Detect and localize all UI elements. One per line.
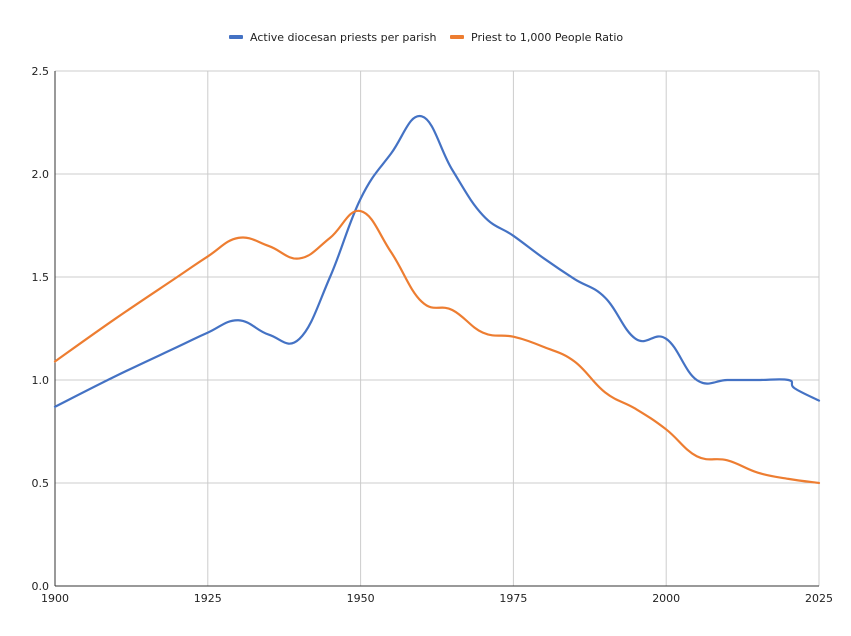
x-tick-label: 2000 bbox=[652, 592, 680, 605]
legend-label-active-diocesan-priests: Active diocesan priests per parish bbox=[250, 31, 436, 44]
y-tick-label: 1.0 bbox=[32, 374, 50, 387]
y-tick-label: 0.0 bbox=[32, 580, 50, 593]
legend-swatch-priest-ratio bbox=[450, 35, 464, 39]
series-line-active-diocesan-priests bbox=[53, 115, 821, 408]
x-tick-label: 1925 bbox=[194, 592, 222, 605]
y-tick-label: 2.0 bbox=[32, 168, 50, 181]
y-tick-label: 0.5 bbox=[32, 477, 50, 490]
x-tick-label: 2025 bbox=[805, 592, 833, 605]
legend-label-priest-ratio: Priest to 1,000 People Ratio bbox=[471, 31, 623, 44]
x-axis-ticks: 1900 1925 1950 1975 2000 2025 bbox=[41, 592, 833, 605]
legend-swatch-active-diocesan-priests bbox=[229, 35, 243, 39]
series-line-priest-ratio bbox=[53, 209, 821, 485]
x-tick-label: 1900 bbox=[41, 592, 69, 605]
y-tick-label: 2.5 bbox=[32, 65, 50, 78]
x-tick-label: 1975 bbox=[499, 592, 527, 605]
gridlines bbox=[54, 70, 820, 587]
x-tick-label: 1950 bbox=[347, 592, 375, 605]
series-lines bbox=[53, 115, 821, 485]
legend: Active diocesan priests per parish Pries… bbox=[229, 31, 623, 44]
y-axis-ticks: 0.0 0.5 1.0 1.5 2.0 2.5 bbox=[32, 65, 50, 593]
y-tick-label: 1.5 bbox=[32, 271, 50, 284]
